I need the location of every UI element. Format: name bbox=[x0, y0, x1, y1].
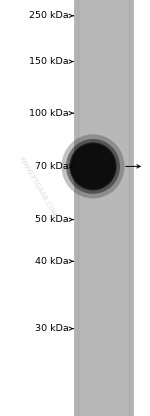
Text: 100 kDa: 100 kDa bbox=[29, 109, 69, 118]
Text: 250 kDa: 250 kDa bbox=[29, 11, 69, 20]
Text: 150 kDa: 150 kDa bbox=[29, 57, 69, 66]
Ellipse shape bbox=[69, 142, 117, 191]
Text: 30 kDa: 30 kDa bbox=[35, 324, 69, 333]
Ellipse shape bbox=[66, 139, 120, 194]
Text: WWW.PTGAAB.COM: WWW.PTGAAB.COM bbox=[18, 156, 57, 218]
Text: 70 kDa: 70 kDa bbox=[35, 162, 69, 171]
Text: 40 kDa: 40 kDa bbox=[35, 257, 69, 266]
Ellipse shape bbox=[61, 134, 124, 198]
Text: 50 kDa: 50 kDa bbox=[35, 215, 69, 224]
Ellipse shape bbox=[70, 144, 116, 189]
